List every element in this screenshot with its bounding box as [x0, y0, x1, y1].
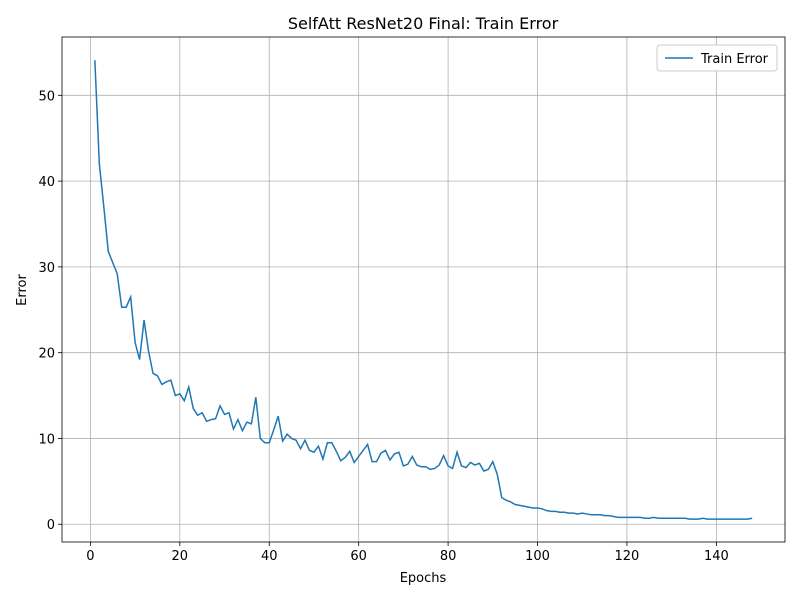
line [94, 60, 753, 520]
x-tick-label: 40 [261, 549, 278, 564]
x-tick-label: 100 [525, 549, 550, 564]
x-tick-label: 80 [440, 549, 457, 564]
y-axis-label: Error [15, 274, 30, 306]
chart-title: SelfAtt ResNet20 Final: Train Error [288, 14, 559, 33]
y-tick-label: 20 [38, 347, 55, 362]
y-tick-label: 10 [38, 432, 55, 447]
x-axis-label: Epochs [400, 571, 447, 586]
x-tick-label: 140 [704, 549, 729, 564]
y-tick-label: 50 [38, 89, 55, 104]
y-tick-label: 0 [47, 518, 55, 533]
legend-label: Train Error [700, 52, 769, 67]
x-tick-label: 20 [172, 549, 189, 564]
legend: Train Error [656, 44, 778, 72]
x-tick-label: 60 [350, 549, 367, 564]
x-tick-label: 120 [615, 549, 640, 564]
x-tick-label: 0 [86, 549, 94, 564]
legend-box [656, 44, 778, 72]
y-tick-label: 40 [38, 175, 55, 190]
plot-frame [61, 36, 786, 543]
y-tick-label: 30 [38, 261, 55, 276]
